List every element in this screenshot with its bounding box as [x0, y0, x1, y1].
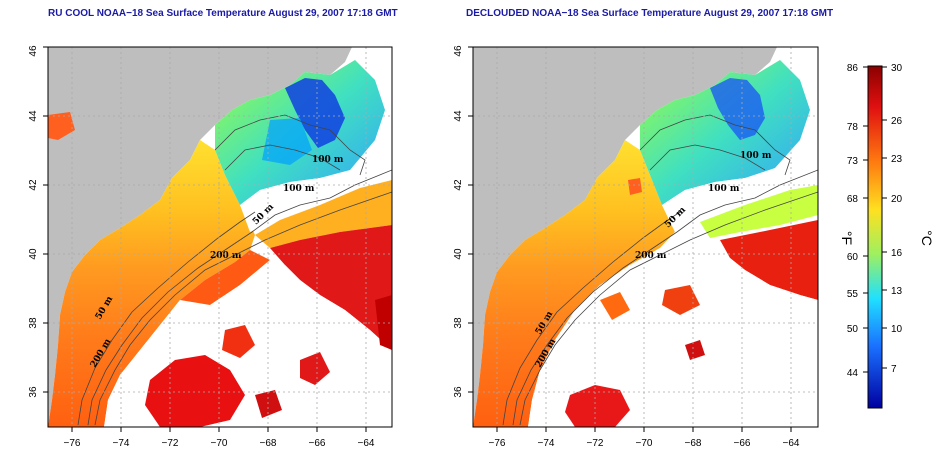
- lon-label: −66: [309, 438, 326, 449]
- left-isobath-50m: [77, 211, 256, 426]
- left-shelf-water: [48, 140, 255, 427]
- left-gulf-stream: [270, 225, 392, 350]
- left-land: [48, 47, 352, 427]
- lat-label: 44: [453, 110, 464, 122]
- right-land: [473, 47, 777, 427]
- colorbar: 86 78 73 68 60 55 50 44 30 26 23 20 16 1…: [839, 63, 935, 409]
- right-shelf-water: [473, 140, 675, 427]
- celsius-tick-label: 20: [891, 194, 903, 205]
- fahrenheit-tick-label: 86: [847, 63, 859, 74]
- lat-label: 40: [453, 248, 464, 260]
- left-depth-label-100m-south: 100 m: [283, 184, 315, 194]
- lat-label: 46: [453, 45, 464, 57]
- colorbar-gradient: [867, 65, 883, 409]
- fahrenheit-tick-label: 50: [847, 324, 859, 335]
- right-map-frame: [472, 46, 819, 428]
- right-graticule: [473, 47, 818, 427]
- left-georges-bank: [240, 172, 350, 232]
- lon-label: −68: [260, 438, 277, 449]
- left-isobath-200m: [94, 191, 392, 426]
- lon-label: −72: [162, 438, 179, 449]
- lon-label: −74: [538, 438, 555, 449]
- celsius-unit-label: °C: [919, 230, 935, 246]
- lon-label: −66: [734, 438, 751, 449]
- left-graticule: [48, 47, 392, 427]
- lon-label: −72: [587, 438, 604, 449]
- fahrenheit-tick-label: 68: [847, 194, 859, 205]
- right-isobath-200m: [519, 191, 818, 426]
- lat-label: 44: [28, 110, 39, 122]
- right-lon-tick-labels: −76 −74 −72 −70 −68 −66 −64: [489, 438, 800, 449]
- right-map: 200 m 100 m 100 m 50 m 50 m 200 m: [453, 45, 819, 449]
- fahrenheit-tick-label: 60: [847, 252, 859, 263]
- lon-label: −64: [783, 438, 800, 449]
- right-gulf-stream: [720, 220, 818, 300]
- fahrenheit-tick-label: 78: [847, 122, 859, 133]
- lat-label: 40: [28, 248, 39, 260]
- lon-label: −70: [211, 438, 228, 449]
- right-georges-bank: [662, 172, 775, 232]
- colorbar-fahrenheit-labels: 86 78 73 68 60 55 50 44: [847, 63, 859, 379]
- lon-label: −64: [358, 438, 375, 449]
- left-isobath-100m: [87, 169, 392, 426]
- right-depth-label-100m-south: 100 m: [708, 184, 740, 194]
- fahrenheit-unit-label: °F: [839, 231, 855, 245]
- celsius-tick-label: 26: [891, 116, 903, 127]
- fahrenheit-tick-label: 73: [847, 156, 859, 167]
- left-depth-label-100m-north: 100 m: [312, 155, 344, 165]
- left-lon-tick-labels: −76 −74 −72 −70 −68 −66 −64: [64, 438, 375, 449]
- right-bay-of-fundy: [710, 78, 765, 140]
- lon-label: −76: [64, 438, 81, 449]
- colorbar-celsius-labels: 30 26 23 20 16 13 10 7: [891, 63, 903, 375]
- left-depth-label-200m: 200 m: [210, 251, 242, 261]
- lat-label: 38: [453, 317, 464, 329]
- right-isobath-100m: [512, 169, 818, 426]
- lon-label: −68: [685, 438, 702, 449]
- lon-label: −74: [113, 438, 130, 449]
- celsius-tick-label: 10: [891, 324, 903, 335]
- left-lat-tick-labels: 36 38 40 42 44 46: [28, 45, 39, 398]
- celsius-tick-label: 7: [891, 364, 897, 375]
- lat-label: 36: [28, 386, 39, 398]
- left-map-title: RU COOL NOAA−18 Sea Surface Temperature …: [48, 8, 398, 19]
- celsius-tick-label: 30: [891, 63, 903, 74]
- right-depth-label-200m: 200 m: [635, 251, 667, 261]
- lat-label: 38: [28, 317, 39, 329]
- lon-label: −70: [636, 438, 653, 449]
- left-map-frame: [47, 46, 393, 428]
- right-isobath-50m: [502, 211, 681, 426]
- right-depth-label-100m-north: 100 m: [740, 151, 772, 161]
- lat-label: 42: [28, 179, 39, 191]
- lon-label: −76: [489, 438, 506, 449]
- right-gulf-of-maine: [640, 60, 810, 205]
- fahrenheit-tick-label: 55: [847, 289, 859, 300]
- right-map-title: DECLOUDED NOAA−18 Sea Surface Temperatur…: [466, 8, 834, 19]
- celsius-tick-label: 16: [891, 248, 903, 259]
- celsius-tick-label: 23: [891, 154, 903, 165]
- fahrenheit-tick-label: 44: [847, 368, 859, 379]
- celsius-tick-label: 13: [891, 286, 903, 297]
- lat-label: 36: [453, 386, 464, 398]
- lat-label: 46: [28, 45, 39, 57]
- right-lat-tick-labels: 36 38 40 42 44 46: [453, 45, 464, 398]
- lat-label: 42: [453, 179, 464, 191]
- left-map: 200 m 100 m 100 m 50 m 50 m 200 m: [28, 45, 393, 449]
